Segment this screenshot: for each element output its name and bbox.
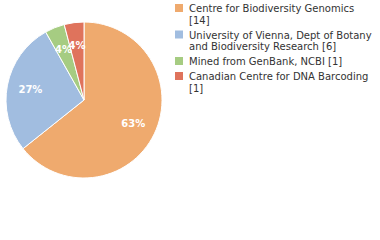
- legend-swatch: [175, 57, 183, 65]
- data-label: 27%: [18, 84, 42, 95]
- legend-label: Canadian Centre for DNA Barcoding[1]: [189, 71, 368, 94]
- legend-label: University of Vienna, Dept of Botanyand …: [189, 30, 372, 53]
- legend: Centre for Biodiversity Genomics[14] Univ…: [175, 3, 372, 94]
- legend-swatch: [175, 72, 183, 80]
- legend-swatch: [175, 4, 183, 12]
- data-labels: 63%27%4%4%: [18, 40, 145, 129]
- legend-label: Centre for Biodiversity Genomics[14]: [189, 3, 354, 26]
- chart: 63%27%4%4%Centre for Biodiversity Genomi…: [0, 0, 380, 240]
- pie-slice: [64, 22, 84, 100]
- legend-swatch: [175, 31, 183, 39]
- data-label: 4%: [69, 40, 86, 51]
- pie: [6, 22, 162, 178]
- data-label: 63%: [121, 118, 145, 129]
- legend-label: Mined from GenBank, NCBI [1]: [189, 56, 342, 67]
